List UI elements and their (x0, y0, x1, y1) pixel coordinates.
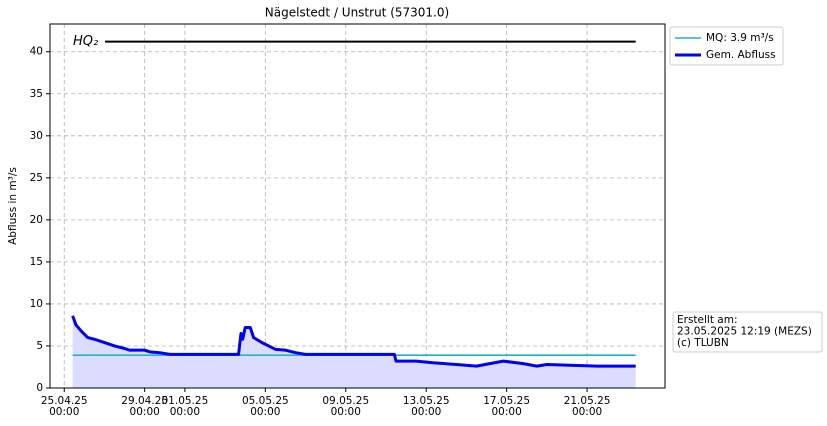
info-text: (c) TLUBN (677, 337, 729, 349)
y-tick-label: 25 (30, 172, 43, 184)
x-tick-label: 09.05.25 00:00 (322, 395, 369, 418)
x-tick-label: 17.05.25 00:00 (483, 395, 530, 418)
y-tick-label: 10 (30, 298, 43, 310)
plot-frame (49, 23, 666, 389)
reference-label: HQ₂ (73, 34, 98, 49)
x-tick-label: 05.05.25 00:00 (242, 395, 289, 418)
x-tick-label: 01.05.25 00:00 (162, 395, 209, 418)
x-tick-label: 29.04.25 00:00 (121, 395, 168, 418)
line (71, 315, 636, 368)
chart-title: Nägelstedt / Unstrut (57301.0) (265, 6, 449, 20)
x-tick-label: 25.04.25 00:00 (41, 395, 88, 418)
y-tick-label: 35 (30, 88, 43, 100)
legend-label: MQ: 3.9 m³/s (706, 32, 774, 44)
x-tick-label: 13.05.25 00:00 (403, 395, 450, 418)
y-axis-label: Abfluss in m³/s (7, 167, 19, 245)
legend-label: Gem. Abfluss (706, 49, 776, 61)
y-tick-label: 0 (36, 382, 43, 394)
y-tick-label: 5 (36, 340, 43, 352)
area (72, 315, 636, 388)
y-tick-label: 40 (30, 46, 43, 58)
info-text: 23.05.2025 12:19 (MEZS) (677, 326, 812, 338)
x-tick-label: 21.05.25 00:00 (564, 395, 611, 418)
info-text: Erstellt am: (677, 314, 738, 326)
y-tick-label: 20 (30, 214, 43, 226)
info-box (672, 311, 823, 353)
y-tick-label: 30 (30, 130, 43, 142)
y-tick-label: 15 (30, 256, 43, 268)
